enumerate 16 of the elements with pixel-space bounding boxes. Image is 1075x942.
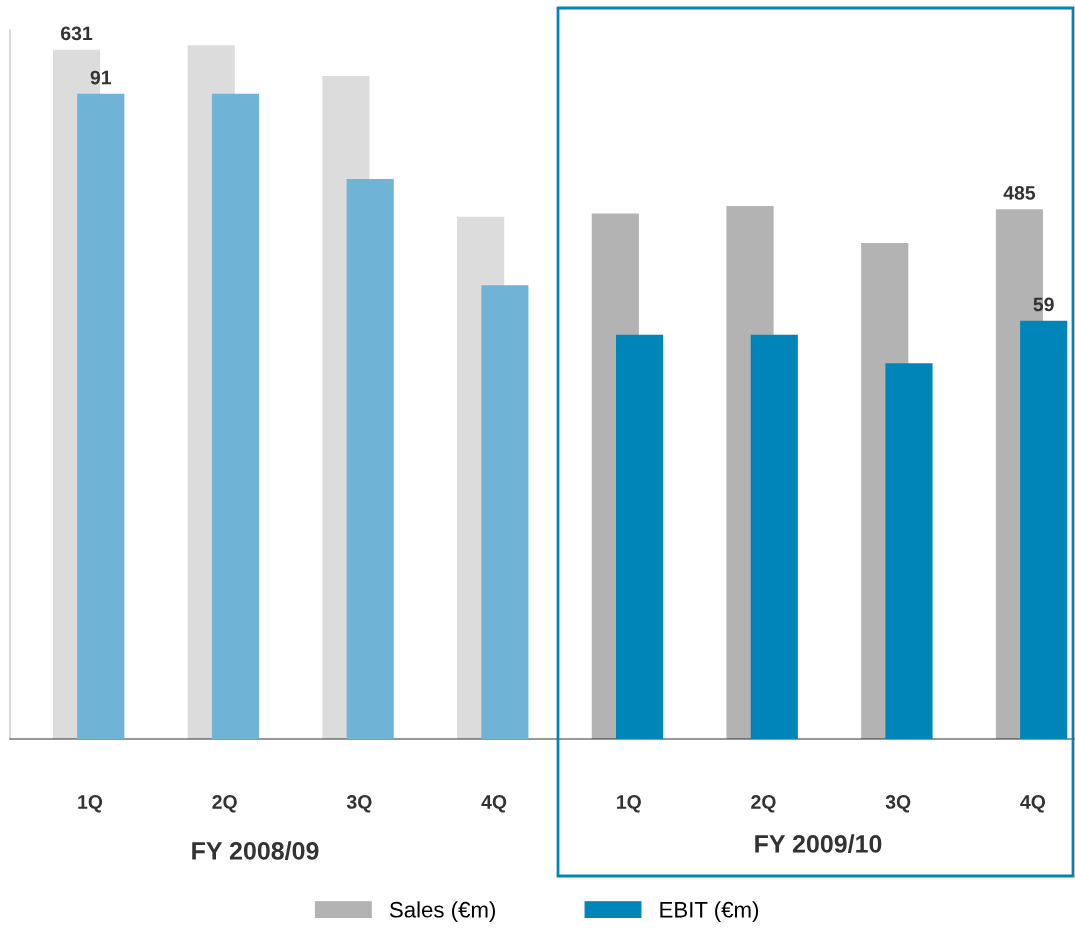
x-tick-label: 4Q [481, 795, 507, 813]
x-tick-label: 2Q [212, 795, 237, 813]
data-label: 485 [1003, 185, 1036, 200]
text: FY 2008/09 [192, 841, 319, 860]
legend-label: EBIT (€m) [660, 901, 759, 922]
x-tick-label: 4Q [1020, 795, 1046, 813]
x-tick-label: 2Q [751, 795, 776, 813]
legend-label: Sales (€m) [389, 901, 495, 922]
x-tick-label: 3Q [885, 795, 911, 813]
x-tick-label: 3Q [346, 795, 372, 813]
x-tick-label: 1Q [617, 795, 641, 813]
text: FY 2009/10 [755, 834, 882, 853]
data-label: 631 [61, 26, 93, 41]
data-label: 59 [1033, 297, 1054, 312]
data-label: 91 [90, 70, 112, 85]
x-tick-label: 1Q [78, 795, 103, 813]
